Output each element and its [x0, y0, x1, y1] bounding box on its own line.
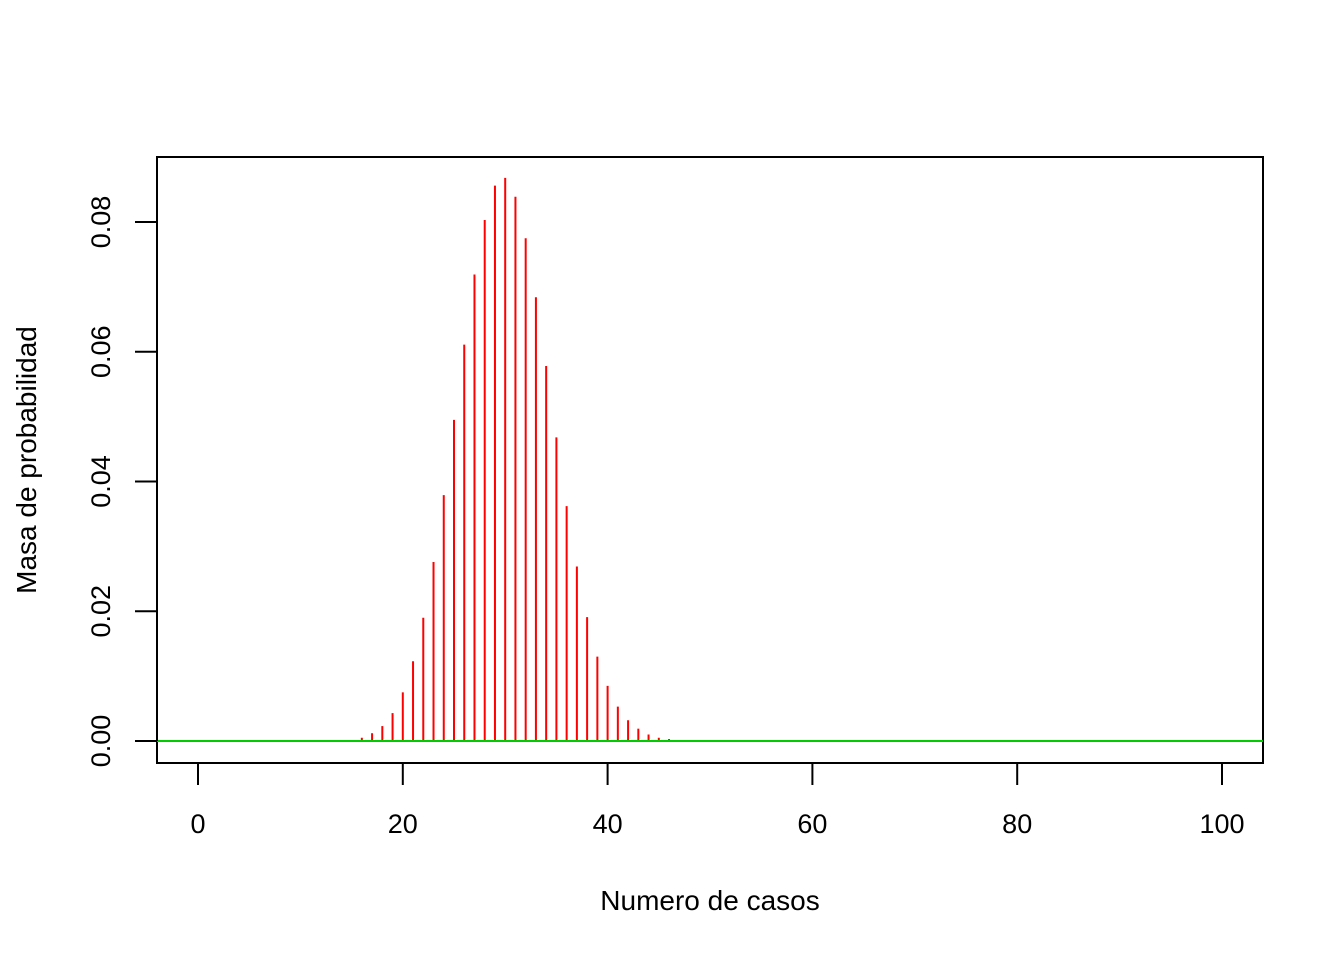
x-tick-label-100: 100 [1199, 809, 1244, 839]
x-tick-label-80: 80 [1002, 809, 1032, 839]
bars-group [360, 177, 671, 741]
y-tick-label-0.02: 0.02 [86, 585, 116, 638]
y-tick-label-0.08: 0.08 [86, 196, 116, 249]
x-tick-label-20: 20 [388, 809, 418, 839]
y-tick-label-0.04: 0.04 [86, 455, 116, 508]
y-axis: 0.00 0.02 0.04 0.06 0.08 [86, 196, 158, 768]
x-tick-label-60: 60 [797, 809, 827, 839]
y-tick-label-0.00: 0.00 [86, 715, 116, 768]
x-axis: 0 20 40 60 80 100 [190, 762, 1245, 839]
plot-frame [156, 156, 1264, 764]
x-tick-label-0: 0 [190, 809, 205, 839]
y-axis-title: Masa de probabilidad [11, 326, 42, 594]
x-tick-label-40: 40 [593, 809, 623, 839]
x-axis-title: Numero de casos [600, 885, 819, 916]
y-tick-label-0.06: 0.06 [86, 325, 116, 378]
